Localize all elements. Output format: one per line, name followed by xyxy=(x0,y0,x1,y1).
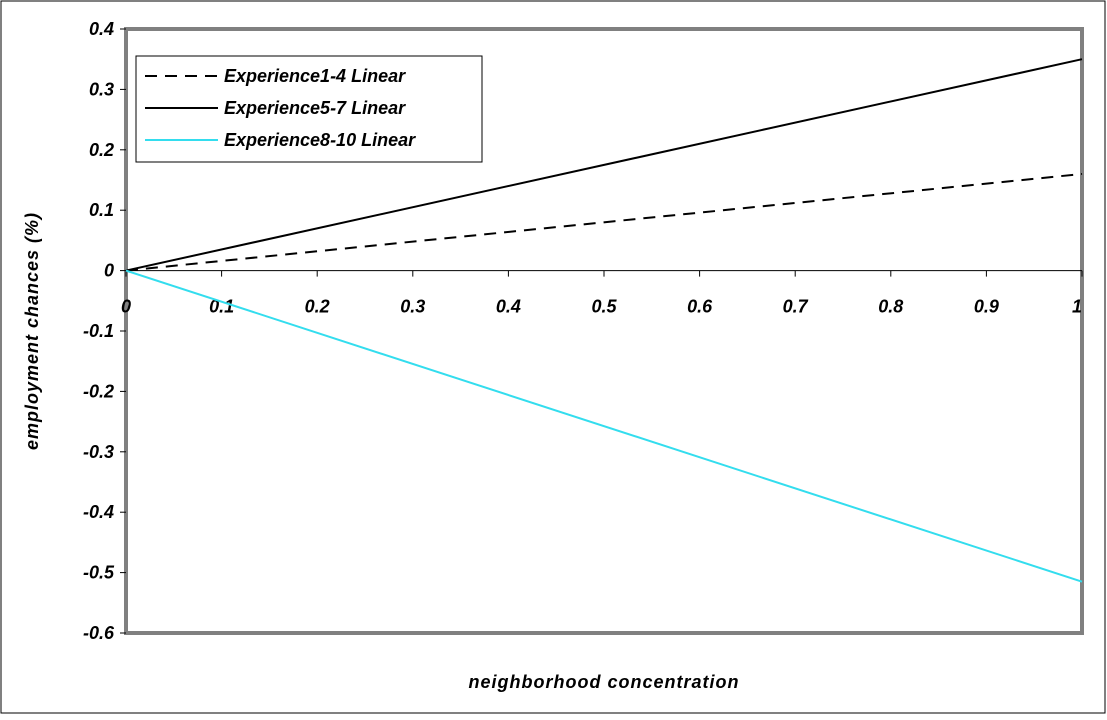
y-tick-label: -0.4 xyxy=(83,502,114,522)
x-tick-label: 1 xyxy=(1072,297,1082,317)
y-tick-label: -0.1 xyxy=(83,321,114,341)
y-tick-label: 0 xyxy=(104,261,114,281)
legend: Experience1-4 Linear Experience5-7 Linear… xyxy=(135,55,483,163)
x-axis: 0 0.1 0.2 0.3 0.4 0.5 0.6 0.7 0.8 0.9 1 xyxy=(121,270,1083,317)
y-axis-title: employment chances (%) xyxy=(22,212,42,450)
x-tick-label: 0.7 xyxy=(783,297,809,317)
x-tick-label: 0 xyxy=(121,297,131,317)
y-tick-label: -0.6 xyxy=(83,623,115,643)
y-tick-label: 0.3 xyxy=(89,79,114,99)
x-tick-label: 0.3 xyxy=(400,297,425,317)
x-tick-label: 0.9 xyxy=(974,297,999,317)
y-tick-label: -0.5 xyxy=(83,563,115,583)
series-line xyxy=(125,269,1083,583)
series-line xyxy=(125,58,1083,272)
y-tick-label: -0.2 xyxy=(83,381,114,401)
series-layer xyxy=(125,58,1083,583)
x-tick-label: 0.5 xyxy=(591,297,617,317)
y-tick-label: 0.4 xyxy=(89,19,114,39)
y-axis: 0.4 0.3 0.2 0.1 0 -0.1 -0.2 -0.3 -0.4 -0.5 -0.6 xyxy=(83,19,126,643)
x-tick-label: 0.4 xyxy=(496,297,521,317)
y-tick-label: 0.1 xyxy=(89,200,114,220)
legend-label: Experience1-4 Linear xyxy=(224,66,406,86)
x-tick-label: 0.1 xyxy=(209,297,234,317)
x-tick-label: 0.6 xyxy=(687,297,713,317)
x-axis-title: neighborhood concentration xyxy=(469,672,740,692)
y-tick-label: -0.3 xyxy=(83,442,114,462)
x-tick-label: 0.2 xyxy=(305,297,330,317)
y-tick-label: 0.2 xyxy=(89,140,114,160)
series-line xyxy=(125,172,1083,272)
x-tick-label: 0.8 xyxy=(878,297,903,317)
legend-label: Experience8-10 Linear xyxy=(224,130,416,150)
legend-label: Experience5-7 Linear xyxy=(224,98,406,118)
